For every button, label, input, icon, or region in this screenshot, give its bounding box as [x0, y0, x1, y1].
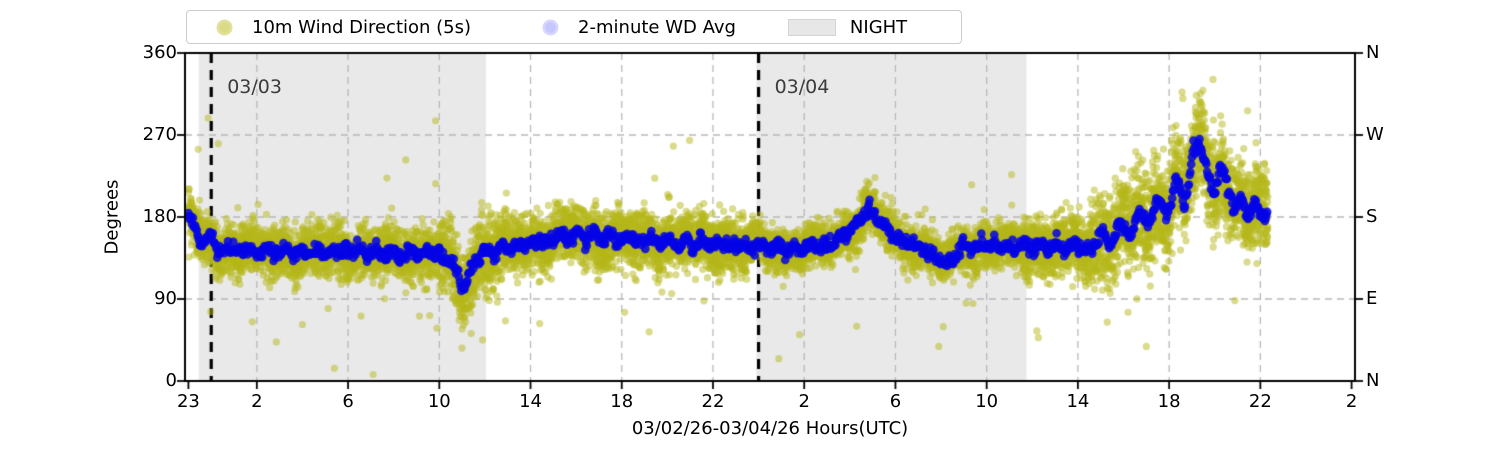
date-annotation: 03/03 — [227, 76, 282, 98]
legend-item-wind-5s: 10m Wind Direction (5s) — [187, 11, 471, 43]
yellow-dot-marker-icon — [219, 21, 230, 33]
legend-label-wind-5s: 10m Wind Direction (5s) — [252, 16, 472, 38]
x-axis-tick-label: 10 — [427, 391, 451, 412]
legend-label-night: NIGHT — [849, 16, 908, 38]
x-axis-tick-label: 2 — [798, 391, 810, 412]
x-axis-tick-label: 14 — [1066, 391, 1090, 412]
legend-label-wd-avg: 2-minute WD Avg — [578, 16, 736, 38]
legend-item-wd-avg: 2-minute WD Avg — [471, 11, 736, 43]
x-axis-tick-label: 2 — [251, 391, 263, 412]
blue-dot-marker-icon — [545, 21, 557, 33]
compass-tick-label: N — [1366, 42, 1380, 63]
x-axis-tick-label: 23 — [176, 391, 200, 412]
y-axis-tick-label: 90 — [154, 288, 177, 309]
y-axis-tick-label: 0 — [165, 370, 177, 391]
compass-tick-label: E — [1366, 288, 1378, 309]
legend-item-night: NIGHT — [736, 11, 907, 43]
x-axis-tick-label: 6 — [342, 391, 354, 412]
night-swatch-icon — [787, 18, 836, 36]
y-axis-tick-label: 360 — [142, 42, 177, 63]
x-axis-tick-label: 10 — [975, 391, 999, 412]
compass-tick-label: S — [1366, 206, 1378, 227]
x-axis-tick-label: 6 — [889, 391, 902, 412]
x-axis-tick-label: 22 — [1248, 391, 1272, 412]
legend: 10m Wind Direction (5s) 2-minute WD Avg … — [186, 10, 962, 44]
y-axis-tick-label: 270 — [142, 124, 177, 145]
y-axis-tick-label: 180 — [142, 206, 177, 227]
compass-tick-label: W — [1366, 124, 1384, 145]
date-annotation: 03/04 — [774, 76, 830, 98]
x-axis-title: 03/02/26-03/04/26 Hours(UTC) — [631, 418, 909, 439]
x-axis-tick-label: 14 — [519, 391, 542, 412]
x-axis-tick-label: 22 — [701, 391, 725, 412]
x-axis-tick-label: 2 — [1345, 391, 1358, 412]
x-axis-tick-label: 18 — [610, 391, 634, 412]
x-axis-tick-label: 18 — [1157, 391, 1181, 412]
compass-tick-label: N — [1366, 370, 1380, 391]
